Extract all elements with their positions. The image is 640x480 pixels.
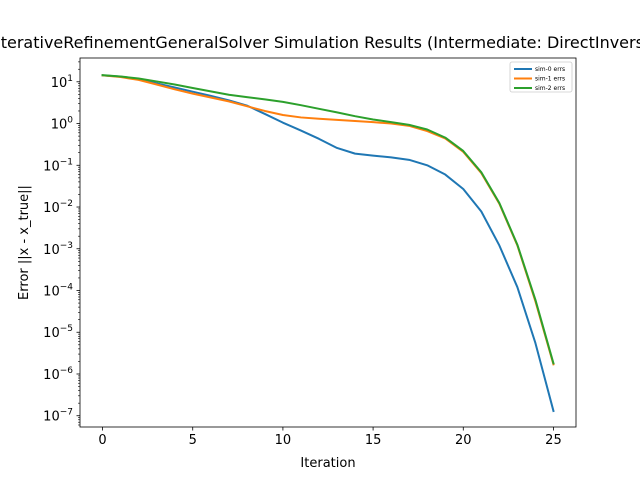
- x-tick-label: 25: [545, 433, 562, 448]
- series-line-0: [101, 74, 555, 413]
- x-tick-label: 10: [275, 433, 292, 448]
- y-tick-label: 10−4: [43, 283, 73, 300]
- y-tick-label: 10−5: [43, 324, 73, 341]
- series-line-2: [101, 74, 555, 365]
- axes-frame: [79, 57, 577, 428]
- y-tick-label: 10−3: [43, 241, 73, 258]
- x-tick-label: 5: [189, 433, 197, 448]
- x-tick-label: 20: [455, 433, 472, 448]
- x-tick-label: 0: [98, 433, 106, 448]
- y-tick-label: 10−6: [43, 366, 73, 383]
- legend-label-0: sim-0 errs: [535, 66, 565, 73]
- x-tick-label: 15: [365, 433, 382, 448]
- plot-area: 0 5 10 15 20 25 101 100 10−1 10−2 10−3 10−4 10−5 10−6…: [43, 57, 577, 448]
- y-tick-label: 10−1: [43, 157, 73, 174]
- legend: sim-0 errs sim-1 errs sim-2 errs: [509, 61, 573, 93]
- chart-title: IterativeRefinementGeneralSolver Simulat…: [0, 33, 640, 52]
- legend-label-2: sim-2 errs: [535, 85, 565, 92]
- y-axis-title: Error ||x - x_true||: [17, 185, 32, 300]
- legend-label-1: sim-1 errs: [535, 76, 565, 83]
- x-axis-title: Iteration: [300, 456, 355, 471]
- y-tick-label: 10−2: [43, 199, 73, 216]
- y-tick-label: 101: [51, 74, 73, 91]
- y-tick-label: 10−7: [43, 408, 73, 425]
- y-tick-label: 100: [51, 116, 74, 133]
